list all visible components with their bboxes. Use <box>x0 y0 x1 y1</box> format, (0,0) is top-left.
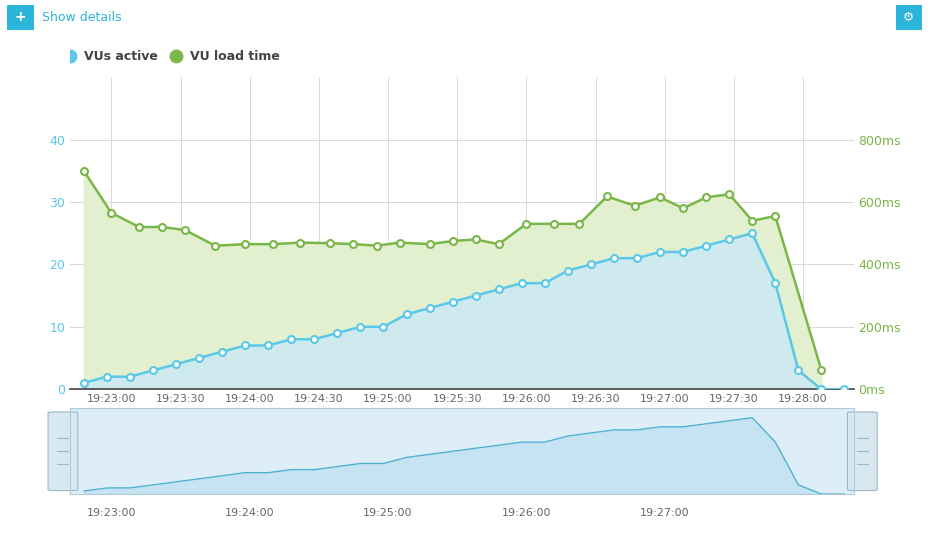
FancyBboxPatch shape <box>48 412 77 491</box>
FancyBboxPatch shape <box>7 6 34 30</box>
FancyBboxPatch shape <box>896 6 922 30</box>
Text: 19:25:00: 19:25:00 <box>363 508 412 518</box>
Text: ⚙: ⚙ <box>903 10 914 24</box>
Text: 19:26:00: 19:26:00 <box>502 508 551 518</box>
FancyBboxPatch shape <box>847 412 877 491</box>
Text: +: + <box>15 10 26 24</box>
Text: VUs active: VUs active <box>84 50 158 63</box>
Text: Show details: Show details <box>42 10 121 24</box>
Text: 19:27:00: 19:27:00 <box>640 508 689 518</box>
Text: 19:24:00: 19:24:00 <box>225 508 274 518</box>
Text: VU load time: VU load time <box>190 50 280 63</box>
Text: 19:23:00: 19:23:00 <box>87 508 136 518</box>
